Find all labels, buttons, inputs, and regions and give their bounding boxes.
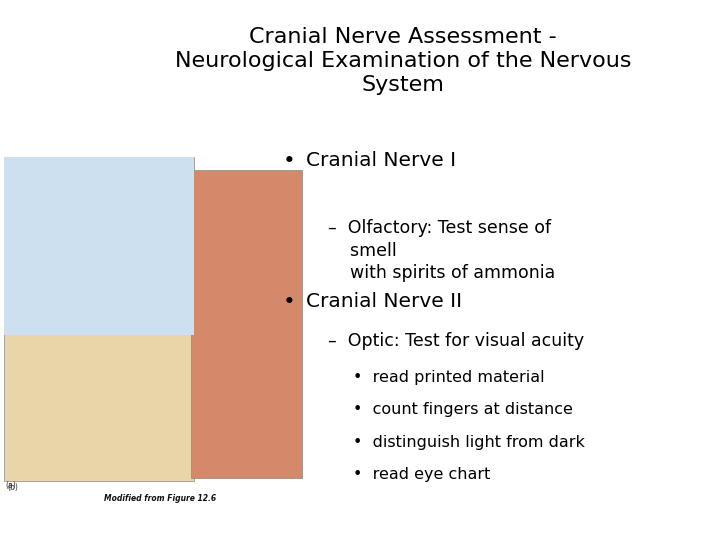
Text: •  read eye chart: • read eye chart: [353, 467, 490, 482]
Text: •  distinguish light from dark: • distinguish light from dark: [353, 435, 585, 450]
Text: Cranial Nerve Assessment -
Neurological Examination of the Nervous
System: Cranial Nerve Assessment - Neurological …: [175, 27, 631, 95]
Text: Cranial Nerve I: Cranial Nerve I: [306, 151, 456, 170]
Text: Cranial Nerve II: Cranial Nerve II: [306, 292, 462, 310]
Text: •: •: [283, 151, 296, 171]
FancyBboxPatch shape: [191, 170, 302, 478]
Text: –  Olfactory: Test sense of
    smell
    with spirits of ammonia: – Olfactory: Test sense of smell with sp…: [328, 219, 555, 282]
Text: –  Optic: Test for visual acuity: – Optic: Test for visual acuity: [328, 332, 584, 350]
Text: •: •: [283, 292, 296, 312]
Text: •  count fingers at distance: • count fingers at distance: [353, 402, 572, 417]
FancyBboxPatch shape: [4, 157, 194, 481]
Text: Modified from Figure 12.6: Modified from Figure 12.6: [104, 494, 217, 503]
FancyBboxPatch shape: [4, 157, 194, 335]
Text: (a): (a): [5, 481, 16, 490]
Text: (b): (b): [7, 483, 18, 492]
Text: •  read printed material: • read printed material: [353, 370, 544, 385]
